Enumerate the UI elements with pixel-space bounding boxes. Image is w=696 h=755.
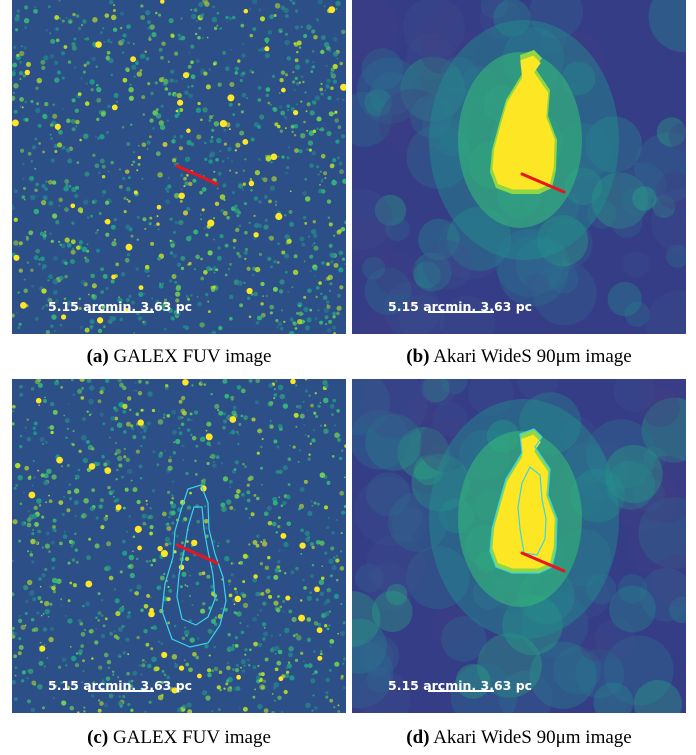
caption-tag: (c) (87, 727, 109, 748)
caption-d: (d) Akari WideS 90μm image (352, 727, 686, 749)
caption-b: (b) Akari WideS 90μm image (352, 346, 686, 368)
panel-b-akari-image: 5.15 arcmin, 3.63 pc (352, 0, 686, 334)
direction-arrow (175, 164, 219, 186)
caption-a: (a) GALEX FUV image (12, 346, 346, 368)
caption-text: GALEX FUV image (108, 346, 272, 367)
caption-c: (c) GALEX FUV image (12, 727, 346, 749)
caption-text: Akari WideS 90μm image (429, 727, 632, 748)
caption-text: Akari WideS 90μm image (429, 346, 632, 367)
ir-image (352, 379, 686, 713)
fuv-image (12, 0, 346, 334)
scale-bar (428, 690, 494, 692)
fuv-image (12, 379, 346, 713)
direction-arrow (175, 543, 219, 565)
panel-d-akari-contour-image: 5.15 arcmin, 3.63 pc (352, 379, 686, 713)
direction-arrow (520, 172, 566, 194)
caption-tag: (a) (86, 346, 109, 367)
panel-c-galex-fuv-contour-image: 5.15 arcmin, 3.63 pc (12, 379, 346, 713)
ir-image (352, 0, 686, 334)
scale-label: 5.15 arcmin, 3.63 pc (48, 678, 193, 693)
scale-bar (88, 311, 154, 313)
direction-arrow (520, 551, 566, 573)
scale-bar (88, 690, 154, 692)
panel-a-galex-fuv-image: 5.15 arcmin, 3.63 pc (12, 0, 346, 334)
caption-tag: (d) (406, 727, 430, 748)
scale-bar (428, 311, 494, 313)
scale-label: 5.15 arcmin, 3.63 pc (48, 299, 193, 314)
caption-text: GALEX FUV image (108, 727, 271, 748)
caption-tag: (b) (406, 346, 430, 367)
scale-label: 5.15 arcmin, 3.63 pc (388, 299, 533, 314)
scale-label: 5.15 arcmin, 3.63 pc (388, 678, 533, 693)
